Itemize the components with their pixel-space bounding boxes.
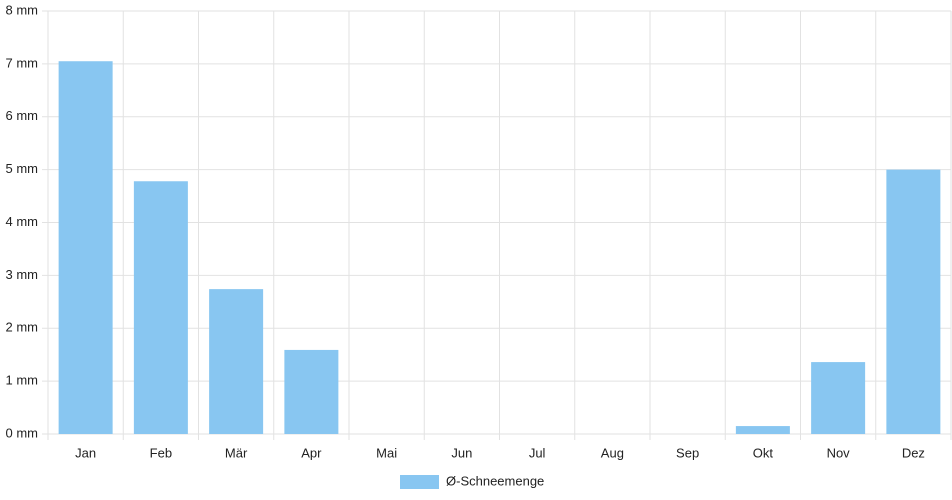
x-tick-label: Okt	[753, 445, 774, 460]
x-tick-label: Jul	[529, 445, 546, 460]
y-tick-label: 6 mm	[6, 108, 39, 123]
x-tick-label: Nov	[827, 445, 851, 460]
y-tick-label: 4 mm	[6, 214, 39, 229]
x-tick-label: Mai	[376, 445, 397, 460]
x-tick-label: Feb	[150, 445, 172, 460]
y-tick-label: 1 mm	[6, 373, 39, 388]
legend-label: Ø-Schneemenge	[446, 473, 544, 488]
x-tick-label: Mär	[225, 445, 248, 460]
bar	[886, 169, 941, 434]
bar	[209, 289, 264, 434]
x-tick-label: Sep	[676, 445, 699, 460]
bar	[735, 426, 790, 434]
y-tick-label: 0 mm	[6, 425, 39, 440]
y-tick-label: 2 mm	[6, 320, 39, 335]
x-tick-label: Aug	[601, 445, 624, 460]
x-tick-label: Jan	[75, 445, 96, 460]
y-tick-label: 7 mm	[6, 55, 39, 70]
bar	[133, 181, 188, 434]
bar	[811, 362, 866, 434]
y-tick-label: 8 mm	[6, 2, 39, 17]
bar	[284, 349, 339, 434]
bar	[58, 61, 113, 434]
legend-swatch	[400, 475, 439, 489]
y-tick-label: 3 mm	[6, 267, 39, 282]
x-tick-label: Apr	[301, 445, 322, 460]
x-tick-label: Jun	[451, 445, 472, 460]
x-tick-label: Dez	[902, 445, 925, 460]
y-tick-label: 5 mm	[6, 161, 39, 176]
